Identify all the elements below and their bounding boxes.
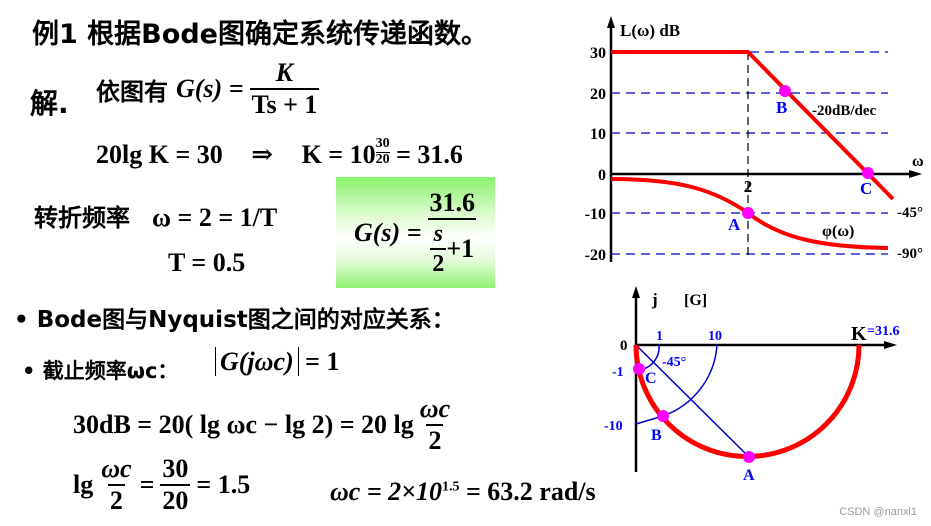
svg-text:A: A <box>743 467 755 484</box>
d: 2 <box>426 424 444 455</box>
solution-label: 解. <box>30 87 69 120</box>
svg-text:B: B <box>776 98 787 117</box>
svg-text:-20dB/dec: -20dB/dec <box>812 103 877 119</box>
cutoff-result: ωc = 2×101.5 = 63.2 rad/s <box>330 477 596 507</box>
svg-text:-10: -10 <box>585 206 606 223</box>
eq7-frac2: 30 20 <box>160 454 191 515</box>
exp-num: 30 <box>375 136 390 153</box>
cutoff-derivation-2: lg ωc 2 = 30 20 = 1.5 <box>73 456 250 514</box>
corner-frequency: 转折频率 ω = 2 = 1/T <box>34 198 277 233</box>
svg-text:20: 20 <box>590 86 606 103</box>
intro-text: 依图有 <box>96 77 168 106</box>
svg-text:-20: -20 <box>585 247 606 264</box>
d: 20 <box>160 484 191 515</box>
bode-nyquist-heading: • Bode图与Nyquist图之间的对应关系： <box>14 307 455 333</box>
svg-text:B: B <box>651 427 662 444</box>
n: ωc <box>101 454 132 483</box>
lg: lg <box>73 470 94 499</box>
exponent-fraction: 30 20 <box>375 136 390 167</box>
implies-arrow: ⇒ <box>251 140 274 169</box>
svg-text:φ(ω): φ(ω) <box>822 223 854 240</box>
transfer-function-form: 依图有 G(s) = K Ts + 1 <box>96 58 320 119</box>
corner-label: 转折频率 <box>34 204 130 232</box>
plus-one: +1 <box>446 233 475 263</box>
eq8-exp: 1.5 <box>441 479 460 495</box>
gain-lhs: 20lg K = 30 <box>96 140 223 169</box>
svg-text:-1: -1 <box>612 365 624 380</box>
gs-lhs: G(s) = <box>176 74 244 103</box>
eq6-left: 30dB = 20( lg ωc − lg 2) = 20 lg <box>73 410 414 439</box>
d: 2 <box>107 484 125 515</box>
eq8-lhs: ωc = 2×10 <box>330 477 442 506</box>
svg-text:ω: ω <box>912 153 924 170</box>
bode-plot: L(ω) dB 30 20 10 0 -10 -20 2 ω -20dB/dec… <box>585 16 924 264</box>
svg-text:-45°: -45° <box>897 205 923 221</box>
svg-text:30: 30 <box>590 45 606 62</box>
svg-text:-90°: -90° <box>897 246 923 262</box>
watermark: CSDN @nanxl1 <box>839 506 917 518</box>
svg-text:=31.6: =31.6 <box>867 324 899 339</box>
eq7-result: = 1.5 <box>196 470 251 499</box>
result-num: 31.6 <box>429 187 476 217</box>
svg-text:-45°: -45° <box>662 355 686 370</box>
cutoff-derivation-1: 30dB = 20( lg ωc − lg 2) = 20 lg ωc 2 <box>73 396 452 454</box>
svg-text:K: K <box>851 323 867 345</box>
magnitude: G(jωc) <box>215 347 299 376</box>
exp-den: 20 <box>375 152 390 167</box>
n: 30 <box>162 454 189 483</box>
svg-text:C: C <box>645 370 657 387</box>
eq8-result: = 63.2 rad/s <box>465 477 596 506</box>
svg-text:10: 10 <box>708 329 722 344</box>
n: ωc <box>419 394 451 423</box>
slide-title: 例1 根据Bode图确定系统传递函数。 <box>32 19 488 50</box>
cutoff-condition: G(jωc) = 1 <box>215 347 340 377</box>
nyquist-plot: j [G] 0 K =31.6 1 10 -45° -1 C -10 B A <box>604 286 899 484</box>
cutoff-heading: • 截止频率ωc： <box>22 359 179 383</box>
corner-eq: ω = 2 = 1/T <box>152 203 278 232</box>
svg-text:C: C <box>860 179 872 198</box>
svg-text:-10: -10 <box>604 419 623 434</box>
gs-fraction: K Ts + 1 <box>249 58 320 119</box>
eq: = <box>139 470 155 499</box>
result-lhs: G(s) = <box>353 217 422 247</box>
svg-text:10: 10 <box>590 126 606 143</box>
k-result: = 31.6 <box>396 140 463 169</box>
gs-numerator: K <box>275 58 294 87</box>
two: 2 <box>430 247 447 276</box>
t-value: T = 0.5 <box>168 248 246 277</box>
svg-text:j: j <box>651 290 658 309</box>
svg-text:A: A <box>728 215 741 234</box>
svg-text:0: 0 <box>620 338 628 354</box>
s: s <box>433 220 444 247</box>
svg-text:0: 0 <box>598 167 606 184</box>
svg-text:1: 1 <box>656 329 663 344</box>
gs-denominator: Ts + 1 <box>249 88 320 119</box>
gain-equation: 20lg K = 30 ⇒ K = 10 30 20 = 31.6 <box>96 136 463 183</box>
cutoff-rhs: = 1 <box>305 347 340 376</box>
eq7-frac: ωc 2 <box>99 456 133 514</box>
svg-text:L(ω) dB: L(ω) dB <box>620 21 680 40</box>
k-expression: K = 10 <box>301 140 376 169</box>
eq6-frac: ωc 2 <box>418 396 452 454</box>
svg-text:[G]: [G] <box>684 292 707 309</box>
svg-text:2: 2 <box>744 177 753 196</box>
